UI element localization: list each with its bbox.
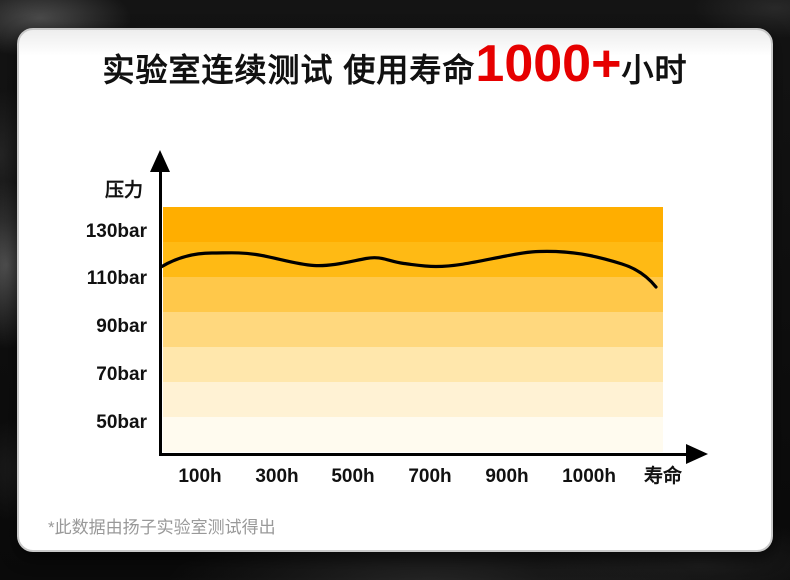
- title-prefix: 实验室连续测试 使用寿命: [102, 52, 476, 88]
- x-axis-arrow-icon: [686, 444, 708, 464]
- x-tick: 900h: [485, 466, 529, 487]
- title-suffix: 小时: [621, 52, 688, 88]
- y-axis: [159, 166, 162, 456]
- page-title: 实验室连续测试 使用寿命 1000+ 小时: [17, 38, 773, 91]
- title-highlight: 1000+: [475, 35, 622, 93]
- y-axis-label: 压力: [105, 180, 144, 201]
- x-tick: 1000h: [562, 466, 616, 487]
- y-tick: 70bar: [96, 364, 147, 385]
- x-tick: 300h: [255, 466, 299, 487]
- x-tick: 寿命: [643, 466, 683, 487]
- y-tick: 130bar: [85, 221, 147, 242]
- y-tick: 110bar: [86, 268, 147, 289]
- pressure-band: [163, 382, 663, 417]
- x-axis: [159, 453, 688, 456]
- y-tick: 90bar: [96, 316, 147, 337]
- y-tick: 50bar: [96, 412, 147, 433]
- pressure-band: [163, 207, 663, 242]
- pressure-bands: [163, 207, 663, 452]
- footnote: *此数据由扬子实验室测试得出: [48, 518, 276, 537]
- pressure-band: [163, 312, 663, 347]
- x-tick: 100h: [178, 466, 222, 487]
- x-tick: 700h: [408, 466, 452, 487]
- x-tick: 500h: [331, 466, 375, 487]
- pressure-band: [163, 277, 663, 312]
- y-axis-arrow-icon: [150, 150, 170, 172]
- pressure-band: [163, 242, 663, 277]
- pressure-band: [163, 417, 663, 452]
- pressure-band: [163, 347, 663, 382]
